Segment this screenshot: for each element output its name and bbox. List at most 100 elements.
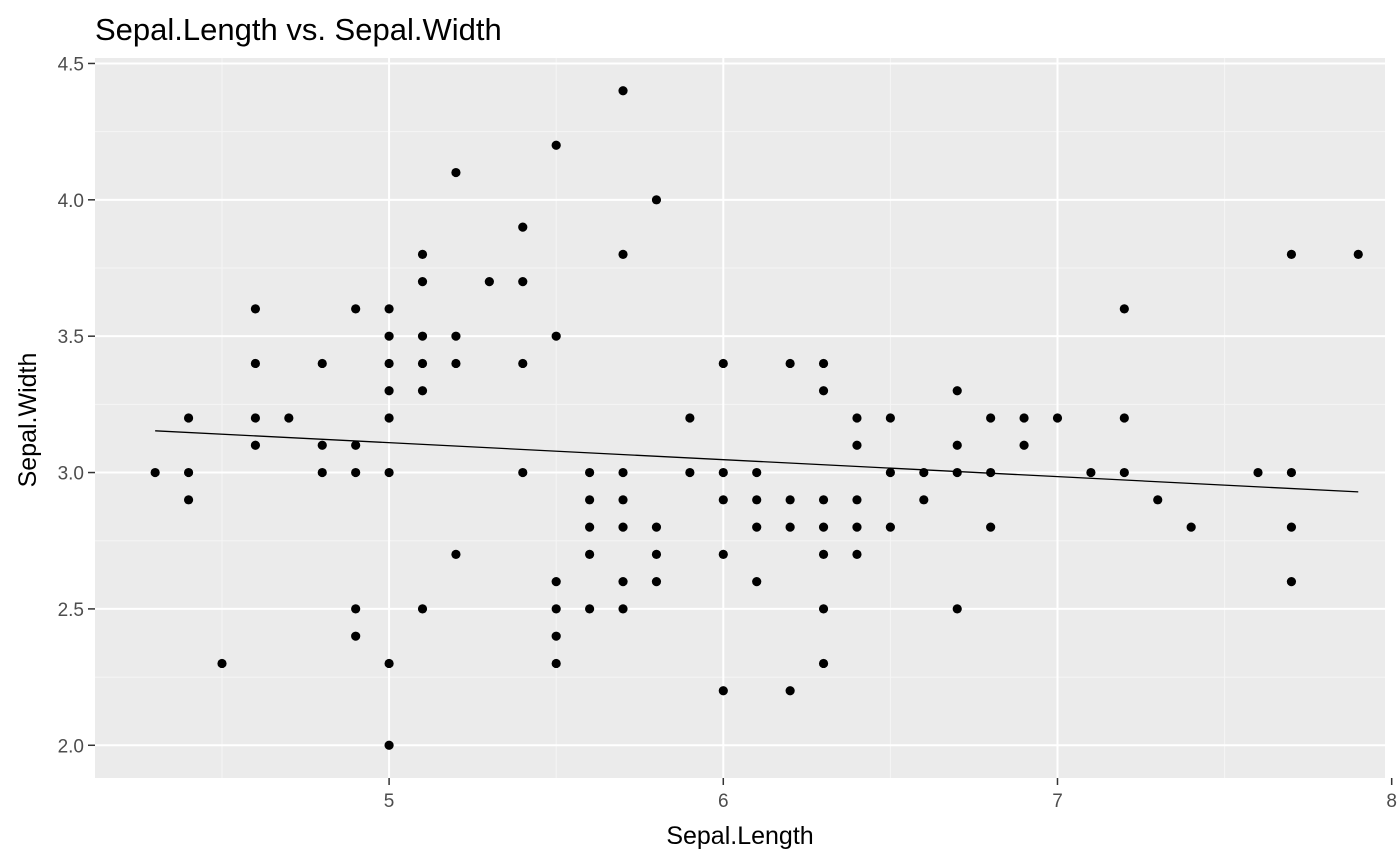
data-point xyxy=(718,467,728,478)
data-point xyxy=(384,358,394,369)
data-point xyxy=(818,522,829,532)
y-axis-label: Sepal.Width xyxy=(14,353,42,488)
data-point xyxy=(1119,413,1129,423)
data-point xyxy=(551,140,561,150)
data-point xyxy=(585,522,595,532)
data-point xyxy=(384,304,394,314)
x-axis-label: Sepal.Length xyxy=(666,822,813,850)
data-point xyxy=(885,413,895,423)
data-point xyxy=(651,577,662,587)
data-point xyxy=(585,549,595,559)
data-point xyxy=(384,467,394,478)
data-point xyxy=(718,686,728,696)
data-point xyxy=(1286,249,1297,259)
data-point xyxy=(1086,467,1096,478)
data-point xyxy=(183,413,194,423)
data-point xyxy=(852,440,862,450)
data-point xyxy=(451,331,461,341)
data-point xyxy=(518,277,528,287)
data-point xyxy=(752,495,762,505)
data-point xyxy=(1253,467,1263,478)
data-point xyxy=(952,440,962,450)
data-point xyxy=(384,386,394,396)
data-point xyxy=(718,495,728,505)
data-point xyxy=(852,495,862,505)
data-point xyxy=(183,467,194,478)
data-point xyxy=(752,522,762,532)
data-point xyxy=(1119,467,1129,478)
data-point xyxy=(952,467,962,478)
data-point xyxy=(317,440,327,450)
data-point xyxy=(685,413,695,423)
data-point xyxy=(818,604,829,614)
data-point xyxy=(685,467,695,478)
data-point xyxy=(250,440,261,450)
data-point xyxy=(651,549,662,559)
data-point xyxy=(651,195,662,205)
y-tick-label: 4.5 xyxy=(58,54,84,75)
data-point xyxy=(618,86,628,96)
data-point xyxy=(317,467,327,478)
data-point xyxy=(1119,304,1129,314)
data-point xyxy=(217,658,227,669)
data-point xyxy=(785,495,795,505)
data-point xyxy=(484,277,494,287)
data-point xyxy=(183,495,194,505)
y-tick-label: 2.5 xyxy=(58,600,84,621)
data-point xyxy=(351,467,361,478)
data-point xyxy=(518,358,528,369)
data-point xyxy=(417,358,428,369)
data-point xyxy=(952,604,962,614)
data-point xyxy=(818,386,829,396)
data-point xyxy=(351,604,361,614)
data-point xyxy=(818,658,829,669)
data-point xyxy=(986,522,996,532)
y-tick-label: 3.5 xyxy=(58,327,84,348)
data-point xyxy=(718,358,728,369)
data-point xyxy=(651,522,662,532)
data-point xyxy=(417,331,428,341)
data-point xyxy=(585,467,595,478)
data-point xyxy=(1286,522,1297,532)
y-tick-label: 4.0 xyxy=(58,191,84,212)
data-point xyxy=(852,413,862,423)
data-point xyxy=(384,331,394,341)
data-point xyxy=(551,658,561,669)
data-point xyxy=(986,467,996,478)
y-tick-label: 2.0 xyxy=(58,736,84,757)
data-point xyxy=(585,495,595,505)
data-point xyxy=(618,249,628,259)
data-point xyxy=(885,522,895,532)
data-point xyxy=(551,631,561,641)
data-point xyxy=(417,604,428,614)
data-point xyxy=(150,467,160,478)
data-point xyxy=(284,413,294,423)
data-point xyxy=(250,413,261,423)
data-point xyxy=(351,440,361,450)
data-point xyxy=(818,358,829,369)
data-point xyxy=(986,413,996,423)
data-point xyxy=(250,304,261,314)
data-point xyxy=(818,495,829,505)
data-point xyxy=(1186,522,1196,532)
data-point xyxy=(384,658,394,669)
data-point xyxy=(384,740,394,750)
data-point xyxy=(919,467,929,478)
data-point xyxy=(919,495,929,505)
x-axis: 5 6 7 8 xyxy=(384,778,1397,812)
data-point xyxy=(518,222,528,232)
data-point xyxy=(1353,249,1363,259)
data-point xyxy=(818,549,829,559)
data-point xyxy=(317,358,327,369)
x-tick-label: 5 xyxy=(384,791,395,812)
data-point xyxy=(885,467,895,478)
data-point xyxy=(752,467,762,478)
data-point xyxy=(1153,495,1163,505)
data-point xyxy=(417,277,428,287)
data-point xyxy=(417,249,428,259)
y-axis: 2.0 2.5 3.0 3.5 4.0 4.5 xyxy=(58,54,95,757)
x-tick-label: 6 xyxy=(718,791,729,812)
data-point xyxy=(451,549,461,559)
data-point xyxy=(618,577,628,587)
